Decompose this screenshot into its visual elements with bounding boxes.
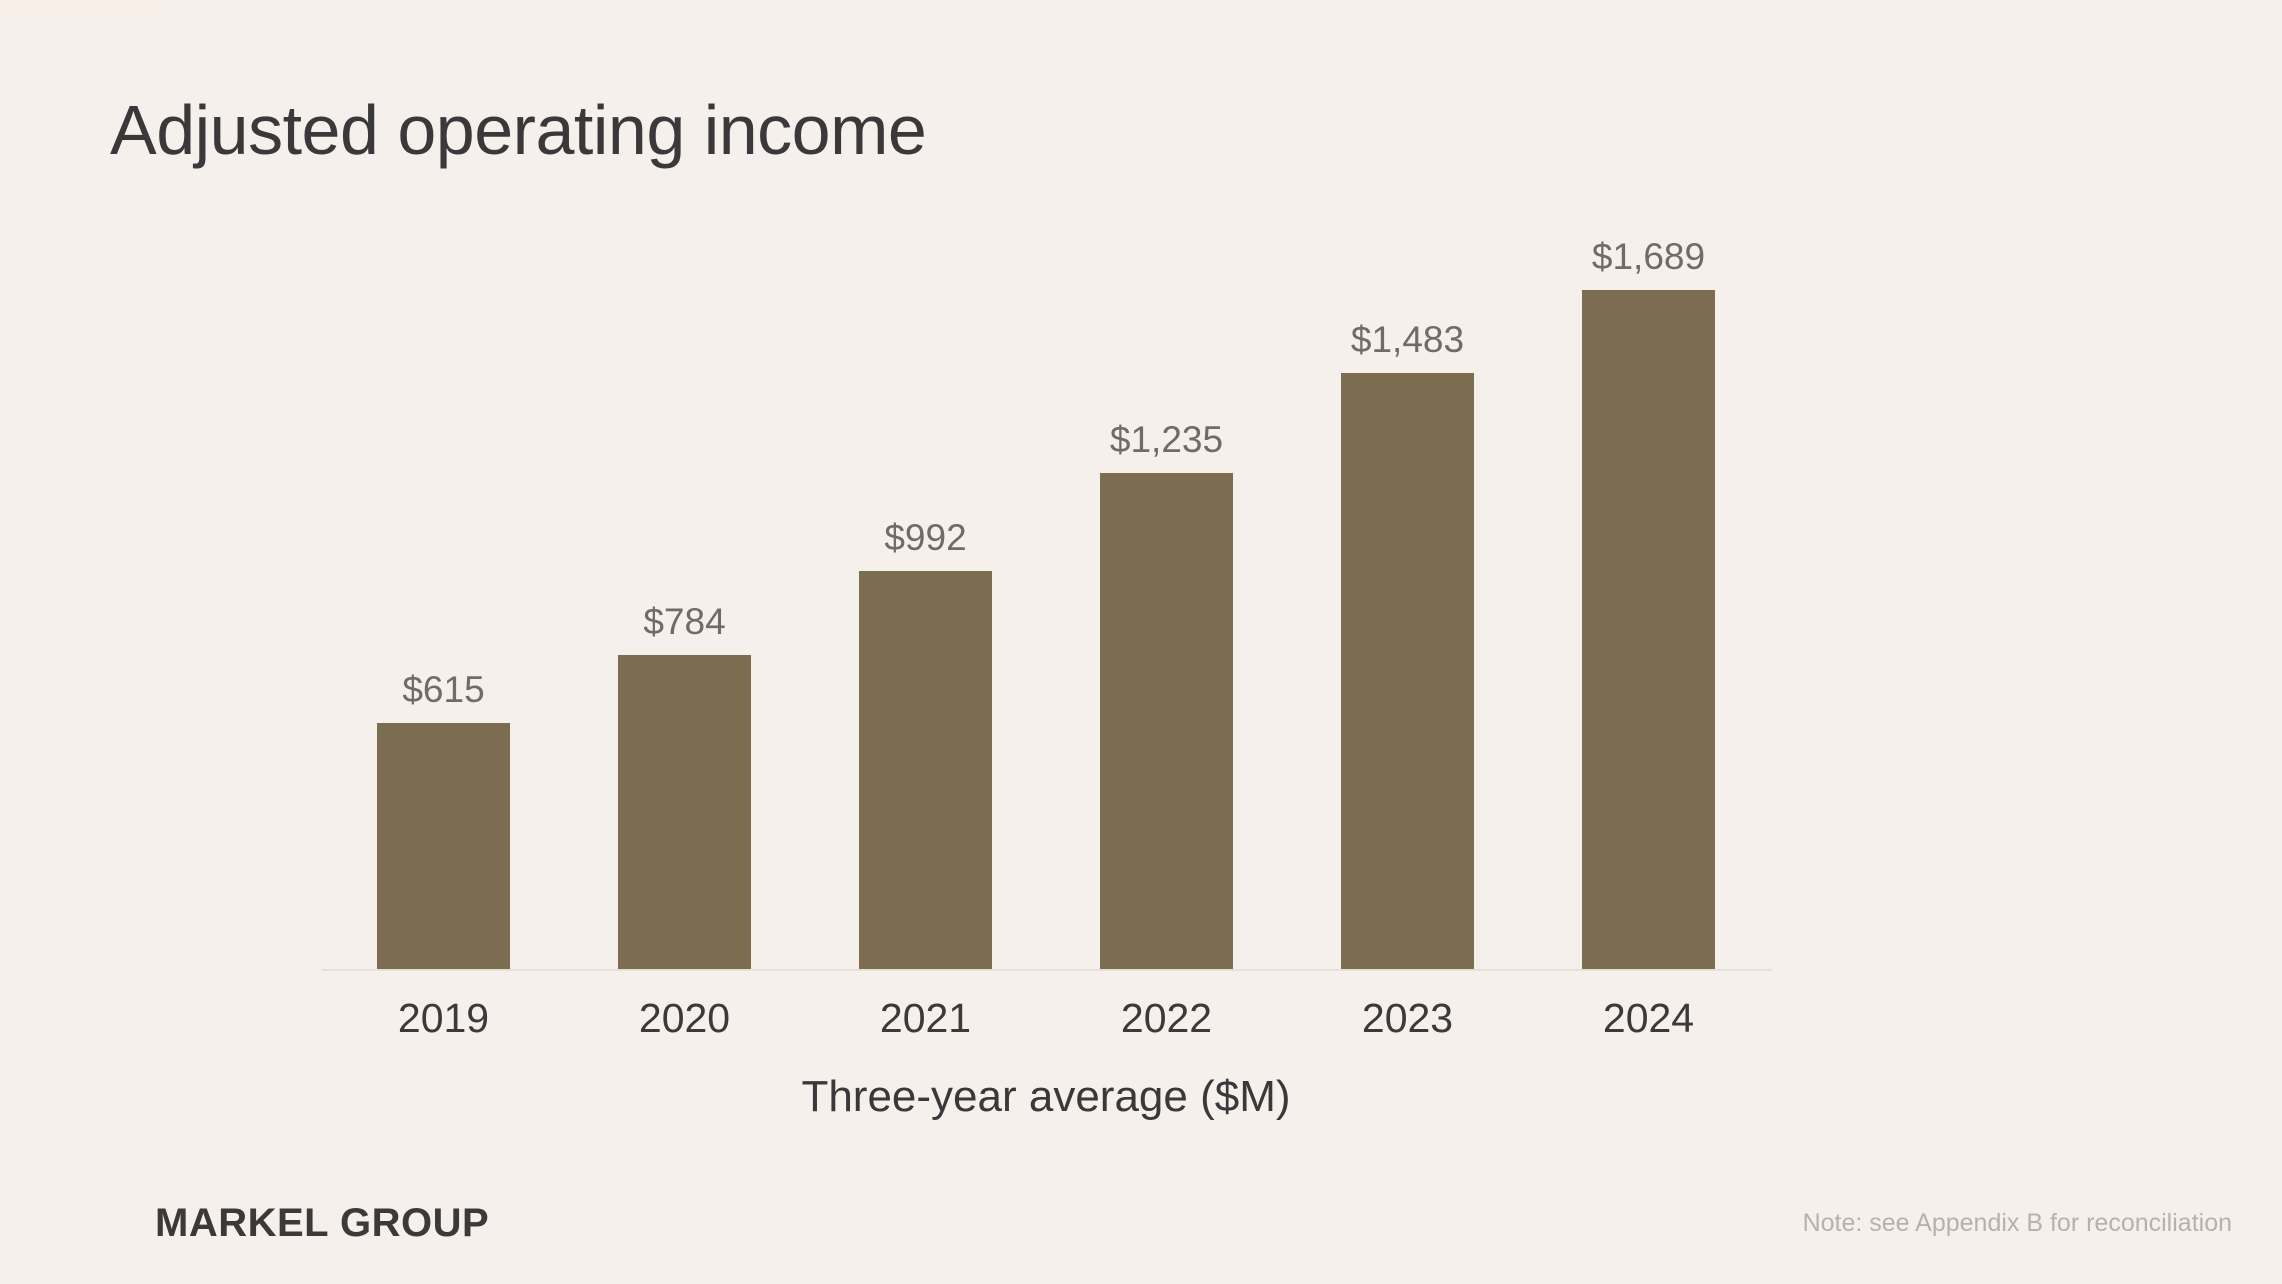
bar-value-label-2021: $992 [884, 517, 967, 558]
x-axis-title: Three-year average ($M) [801, 1072, 1291, 1121]
bar-2019 [377, 723, 510, 971]
bar-2022 [1100, 473, 1233, 971]
bar-value-label-2019: $615 [402, 669, 485, 710]
markel-group-logo: MARKEL GROUP [155, 1201, 490, 1245]
bar-2020 [618, 655, 751, 971]
bar-value-label-2020: $784 [643, 601, 726, 642]
footnote: Note: see Appendix B for reconciliation [1802, 1209, 2232, 1237]
x-tick-label-2024: 2024 [1602, 995, 1695, 1041]
x-tick-label-2021: 2021 [879, 995, 972, 1041]
bar-2023 [1341, 373, 1474, 971]
x-tick-label-2023: 2023 [1361, 995, 1454, 1041]
x-tick-label-2019: 2019 [397, 995, 490, 1041]
bar-value-label-2024: $1,689 [1591, 236, 1706, 277]
bar-value-label-2022: $1,235 [1109, 419, 1224, 460]
x-axis-line [322, 969, 1772, 971]
x-tick-label-2022: 2022 [1120, 995, 1213, 1041]
bar-2021 [859, 571, 992, 971]
bar-value-label-2023: $1,483 [1350, 319, 1465, 360]
x-tick-label-2020: 2020 [638, 995, 731, 1041]
chart-title: Adjusted operating income [110, 91, 927, 169]
bar-2024 [1582, 290, 1715, 971]
top-left-accent-bar [0, 0, 172, 10]
